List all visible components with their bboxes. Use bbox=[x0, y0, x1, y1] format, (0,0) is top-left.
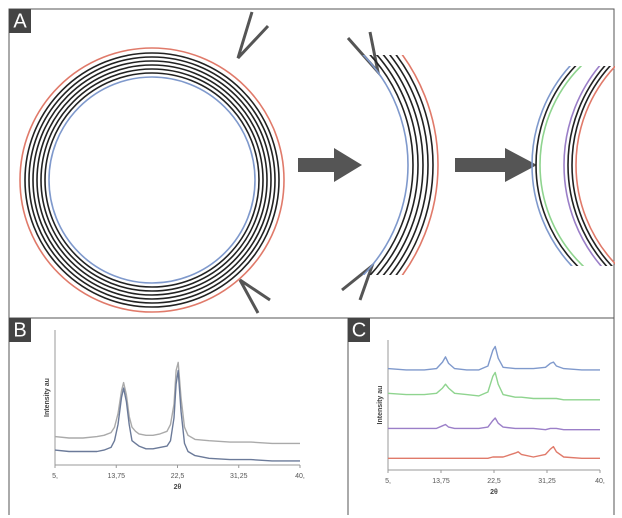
series-line bbox=[387, 345, 600, 371]
y-axis-title: Intensity au bbox=[377, 386, 384, 425]
x-tick-label: 13,75 bbox=[432, 478, 450, 485]
x-axis-title: 2θ bbox=[490, 489, 498, 496]
x-tick-label: 31,25 bbox=[538, 478, 556, 485]
x-tick-label: 5, bbox=[52, 473, 58, 480]
panel-frame bbox=[8, 8, 615, 319]
label-box bbox=[9, 9, 31, 33]
x-tick-label: 13,75 bbox=[107, 473, 125, 480]
series-line bbox=[54, 361, 300, 445]
label-box bbox=[348, 318, 370, 342]
panel-label: C bbox=[352, 319, 366, 341]
x-tick-label: 22,5 bbox=[171, 473, 185, 480]
series-line bbox=[388, 417, 600, 431]
panel-label: A bbox=[13, 10, 27, 32]
x-tick-label: 31,25 bbox=[230, 473, 248, 480]
x-tick-label: 22,5 bbox=[487, 478, 501, 485]
panel-label: B bbox=[13, 319, 26, 341]
series-line bbox=[54, 369, 300, 462]
x-tick-label: 5, bbox=[385, 478, 391, 485]
x-axis-title: 2θ bbox=[174, 484, 182, 491]
label-box bbox=[9, 318, 31, 342]
x-tick-label: 40, bbox=[595, 478, 605, 485]
sheets bbox=[531, 66, 615, 266]
series-line bbox=[388, 445, 600, 459]
y-axis-title: Intensity au bbox=[44, 378, 51, 417]
arrows bbox=[298, 148, 537, 182]
series-line bbox=[387, 371, 600, 401]
ring-stack bbox=[19, 47, 285, 313]
fragment bbox=[362, 55, 439, 275]
x-tick-label: 40, bbox=[295, 473, 305, 480]
